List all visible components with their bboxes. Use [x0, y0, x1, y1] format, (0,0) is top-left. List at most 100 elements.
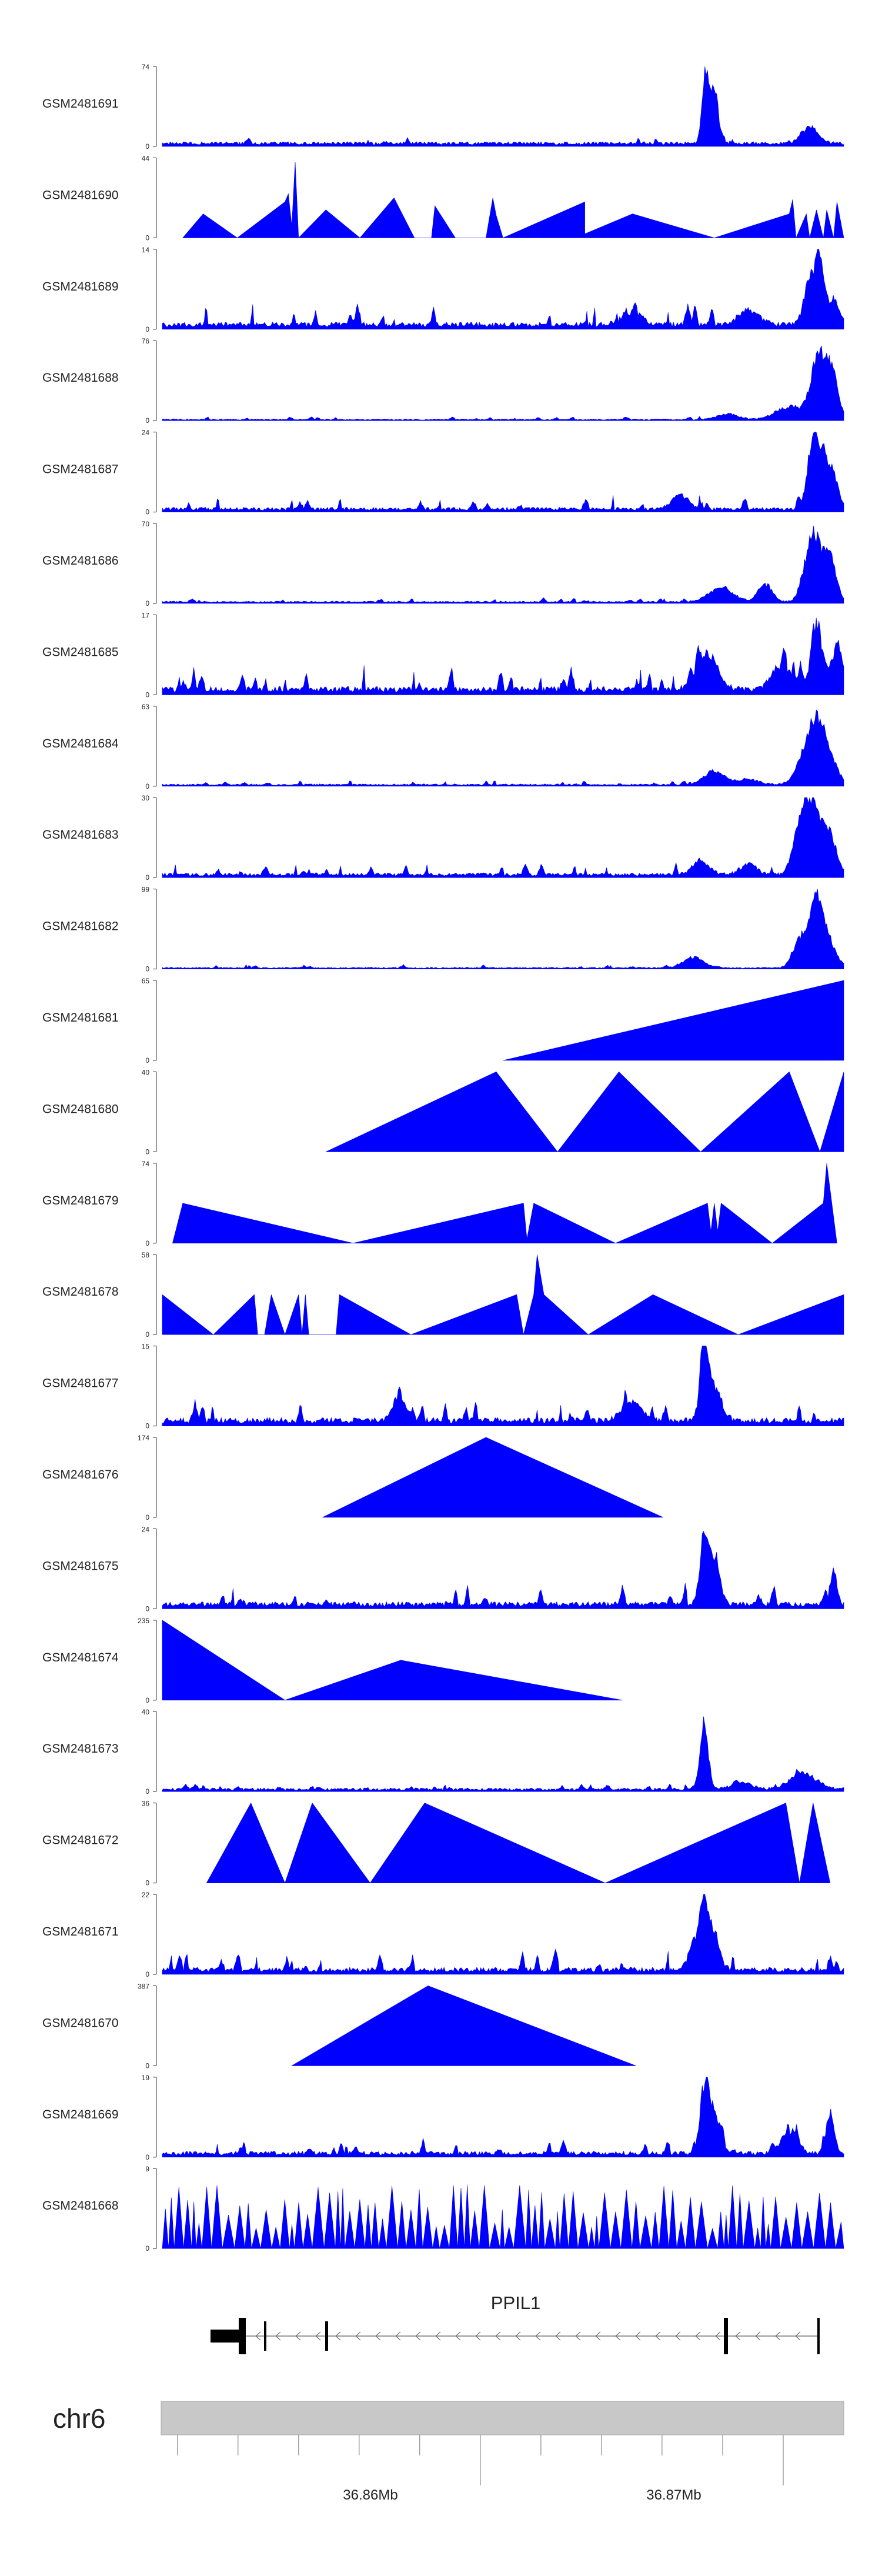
y-max-label: 40: [142, 1708, 150, 1716]
y-max-label: 24: [142, 429, 150, 437]
track-label: GSM2481680: [42, 1102, 119, 1116]
track-GSM2481677: GSM2481677 15 0: [42, 1343, 844, 1430]
track-label: GSM2481676: [42, 1468, 119, 1481]
track-label: GSM2481679: [42, 1194, 119, 1207]
signal-area: [162, 1346, 844, 1426]
track-GSM2481690: GSM2481690 44 0: [42, 154, 844, 242]
y-min-label: 0: [145, 873, 149, 882]
track-GSM2481678: GSM2481678 58 0: [42, 1251, 844, 1339]
track-label: GSM2481670: [42, 2016, 119, 2030]
track-GSM2481672: GSM2481672 36 0: [42, 1800, 831, 1887]
strand-arrow: [755, 2331, 761, 2341]
y-max-label: 70: [142, 520, 150, 528]
signal-area: [162, 525, 844, 604]
track-GSM2481679: GSM2481679 74 0: [42, 1160, 837, 1247]
track-GSM2481670: GSM2481670 387 0: [42, 1982, 636, 2070]
y-max-label: 15: [142, 1343, 150, 1351]
strand-arrow: [415, 2331, 421, 2341]
axis-tick-label: 36.87Mb: [646, 2487, 701, 2503]
track-GSM2481669: GSM2481669 19 0: [42, 2074, 844, 2161]
track-label: GSM2481673: [42, 1742, 119, 1756]
track-label: GSM2481682: [42, 920, 119, 933]
y-max-label: 387: [138, 1982, 149, 1990]
track-GSM2481683: GSM2481683 30 0: [42, 794, 844, 882]
y-max-label: 14: [142, 246, 150, 254]
track-label: GSM2481675: [42, 1559, 119, 1573]
y-min-label: 0: [145, 599, 149, 608]
signal-area: [162, 1894, 844, 1975]
track-GSM2481684: GSM2481684 63 0: [42, 703, 844, 790]
strand-arrow: [315, 2331, 321, 2341]
signal-area: [162, 709, 844, 787]
y-max-label: 22: [142, 1891, 150, 1899]
y-max-label: 44: [142, 154, 150, 162]
strand-arrow: [375, 2331, 381, 2341]
track-label: GSM2481690: [42, 188, 119, 202]
y-min-label: 0: [145, 233, 149, 242]
track-GSM2481674: GSM2481674 235 0: [42, 1617, 623, 1704]
track-label: GSM2481684: [42, 737, 119, 750]
strand-arrow: [535, 2331, 541, 2341]
strand-arrow: [455, 2331, 461, 2341]
signal-tracks: GSM2481691740GSM2481690440GSM2481689140G…: [42, 63, 844, 2253]
track-label: GSM2481671: [42, 1925, 119, 1938]
axis-ticks: [177, 2435, 784, 2485]
track-GSM2481671: GSM2481671 22 0: [42, 1891, 844, 1978]
y-max-label: 99: [142, 886, 150, 894]
track-label: GSM2481678: [42, 1285, 119, 1299]
y-min-label: 0: [145, 1879, 149, 1887]
track-GSM2481691: GSM2481691 74 0: [42, 63, 844, 151]
y-max-label: 235: [138, 1617, 149, 1625]
y-max-label: 74: [142, 1160, 150, 1168]
track-label: GSM2481669: [42, 2108, 119, 2121]
track-GSM2481681: GSM2481681 65 0: [42, 977, 844, 1065]
signal-area: [503, 980, 844, 1061]
genome-axis: chr6 36.86Mb 36.87Mb: [53, 2401, 844, 2503]
y-min-label: 0: [145, 2153, 149, 2161]
track-label: GSM2481691: [42, 97, 119, 111]
track-label: GSM2481672: [42, 1834, 119, 1847]
signal-area: [162, 249, 844, 330]
signal-area: [162, 2184, 844, 2249]
signal-area: [162, 889, 844, 969]
track-label: GSM2481677: [42, 1377, 119, 1390]
track-GSM2481682: GSM2481682 99 0: [42, 886, 844, 973]
track-GSM2481676: GSM2481676 174 0: [42, 1434, 664, 1521]
signal-area: [162, 432, 844, 512]
strand-arrow: [555, 2331, 561, 2341]
track-label: GSM2481668: [42, 2199, 119, 2213]
signal-area: [162, 2077, 844, 2158]
y-min-label: 0: [145, 1147, 149, 1156]
track-GSM2481685: GSM2481685 17 0: [42, 611, 844, 699]
coding-exon: [264, 2321, 266, 2351]
strand-arrow: [715, 2331, 721, 2341]
utr-exon: [211, 2330, 239, 2343]
strand-arrow: [635, 2331, 641, 2341]
y-min-label: 0: [145, 142, 149, 151]
signal-area: [182, 162, 844, 239]
coding-exon: [325, 2321, 328, 2351]
signal-area: [162, 1254, 844, 1336]
strand-arrow: [255, 2331, 261, 2341]
track-label: GSM2481686: [42, 554, 119, 568]
strand-arrow: [695, 2331, 701, 2341]
y-max-label: 24: [142, 1525, 150, 1533]
strand-arrow: [795, 2331, 801, 2341]
y-min-label: 0: [145, 1239, 149, 1247]
signal-area: [322, 1437, 664, 1518]
track-GSM2481673: GSM2481673 40 0: [42, 1708, 844, 1796]
strand-arrow: [295, 2331, 301, 2341]
strand-arrow: [395, 2331, 401, 2341]
signal-area: [162, 1530, 844, 1609]
gene-model: [211, 2318, 820, 2354]
y-min-label: 0: [145, 1513, 149, 1521]
y-min-label: 0: [145, 416, 149, 425]
coding-exon: [817, 2318, 820, 2354]
y-min-label: 0: [145, 965, 149, 973]
y-min-label: 0: [145, 782, 149, 790]
signal-area: [162, 797, 844, 878]
track-label: GSM2481674: [42, 1651, 119, 1664]
axis-tick-label: 36.86Mb: [343, 2487, 397, 2503]
y-min-label: 0: [145, 2061, 149, 2070]
y-max-label: 9: [145, 2165, 149, 2173]
